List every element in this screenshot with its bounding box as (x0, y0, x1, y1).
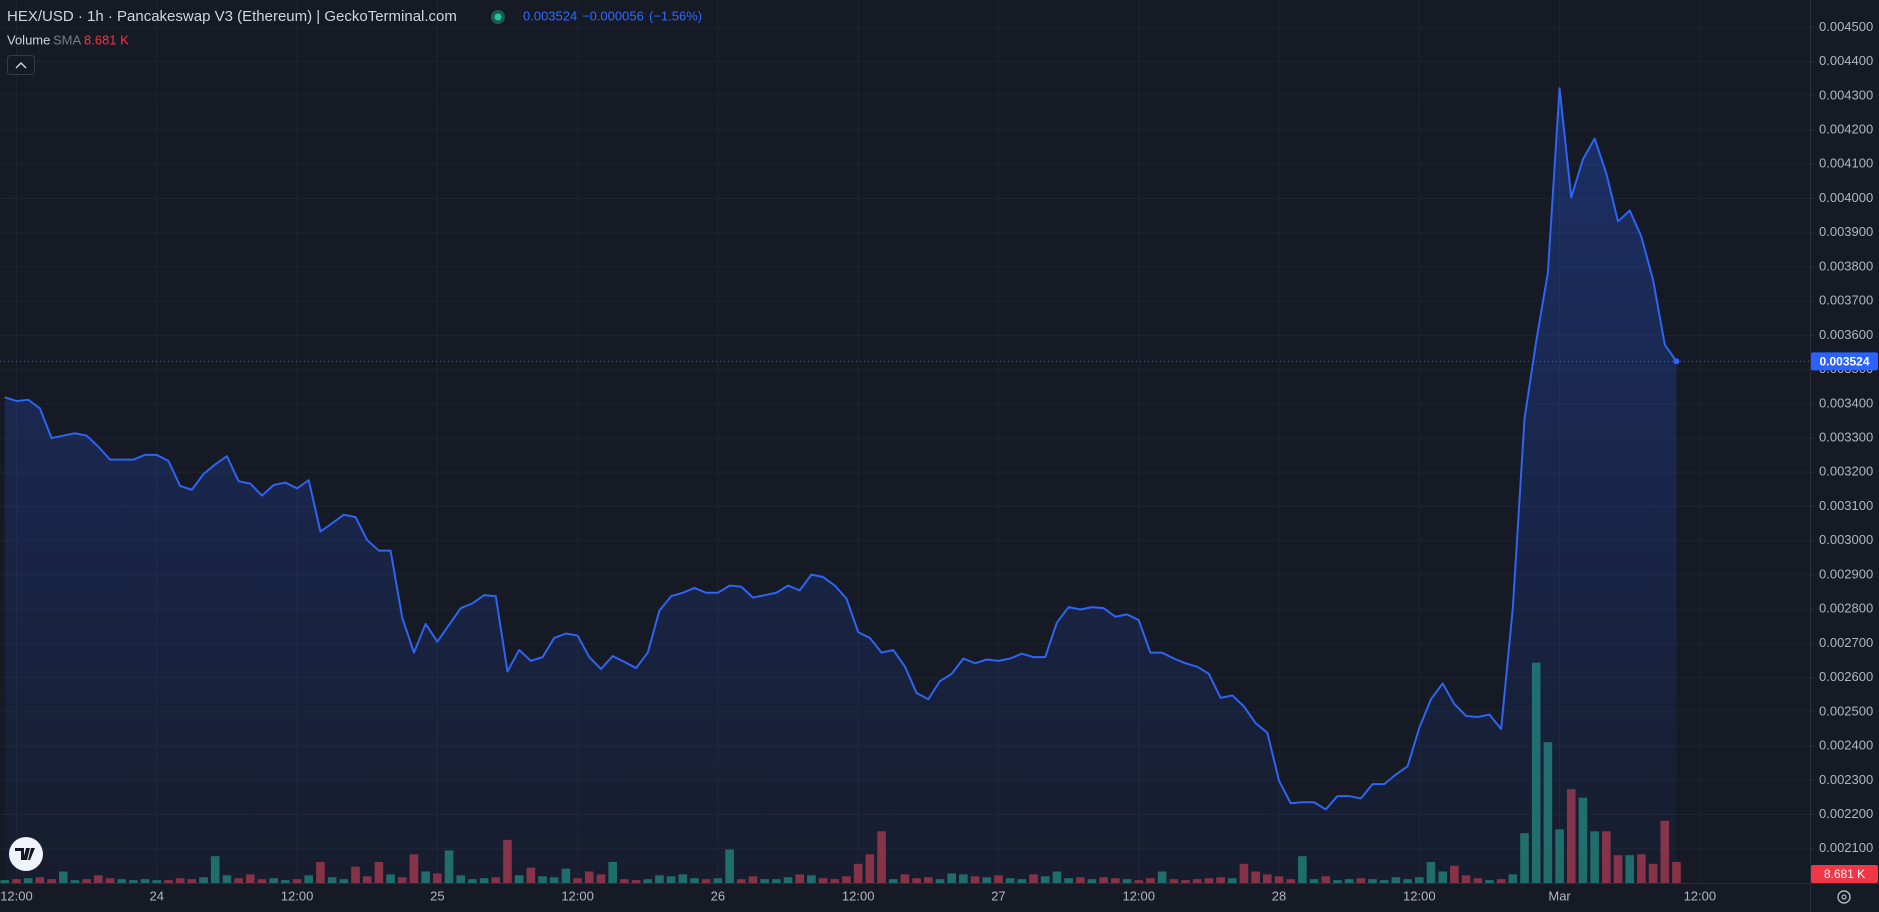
y-tick-label: 0.003900 (1819, 224, 1873, 239)
collapse-icon (15, 62, 27, 69)
y-tick-label: 0.003400 (1819, 395, 1873, 410)
x-tick-label: 12:00 (842, 888, 875, 903)
price-change: −0.000056 (582, 8, 644, 23)
x-tick-label: 25 (430, 888, 444, 903)
logo-mark (15, 848, 35, 860)
y-tick-label: 0.004400 (1819, 53, 1873, 68)
status-dot (494, 13, 502, 21)
y-tick-label: 0.003100 (1819, 498, 1873, 513)
x-tick-label: 12:00 (0, 888, 33, 903)
y-tick-label: 0.003200 (1819, 464, 1873, 479)
y-tick-label: 0.004500 (1819, 19, 1873, 34)
price-area (4, 88, 1677, 884)
x-tick-label: 28 (1272, 888, 1286, 903)
y-tick-label: 0.003300 (1819, 430, 1873, 445)
last-price: 0.003524 (523, 8, 577, 23)
header: HEX/USD · 1h · Pancakeswap V3 (Ethereum)… (7, 8, 702, 75)
x-tick-label: 12:00 (561, 888, 594, 903)
y-tick-label: 0.003700 (1819, 293, 1873, 308)
settings-gear[interactable] (1837, 890, 1851, 904)
y-tick-label: 0.004300 (1819, 87, 1873, 102)
x-tick-label: 12:00 (1684, 888, 1717, 903)
sma-badge-label: 8.681 K (1824, 867, 1865, 881)
axes: 0.002100 0.002200 0.002300 0.002400 0.002500… (0, 19, 1878, 903)
x-tick-label: Mar (1548, 888, 1571, 903)
y-tick-label: 0.003600 (1819, 327, 1873, 342)
chart-title: HEX/USD · 1h · Pancakeswap V3 (Ethereum)… (7, 8, 457, 25)
x-tick-label: 12:00 (1122, 888, 1155, 903)
logo (9, 837, 43, 871)
y-tick-label: 0.002700 (1819, 635, 1873, 650)
volume-title: Volume (7, 32, 50, 47)
y-tick-label: 0.002600 (1819, 669, 1873, 684)
y-tick-label: 0.004100 (1819, 156, 1873, 171)
price-line (4, 87, 1678, 811)
settings-gear-center (1841, 894, 1847, 900)
settings-icon (1837, 890, 1851, 904)
y-tick-label: 0.002800 (1819, 601, 1873, 616)
last-price-dot (1673, 358, 1680, 365)
y-tick-label: 0.003800 (1819, 258, 1873, 273)
price-change-percent: (−1.56%) (649, 8, 702, 23)
y-tick-label: 0.002200 (1819, 806, 1873, 821)
y-tick-label: 0.004000 (1819, 190, 1873, 205)
y-tick-label: 0.002300 (1819, 772, 1873, 787)
sma-badge (1811, 865, 1878, 883)
y-tick-label: 0.002100 (1819, 840, 1873, 855)
y-tick-label: 0.003000 (1819, 532, 1873, 547)
y-tick-label: 0.002400 (1819, 738, 1873, 753)
y-tick-label: 0.004200 (1819, 121, 1873, 136)
x-tick-label: 26 (711, 888, 725, 903)
plot (0, 87, 1810, 884)
y-tick-label: 0.002500 (1819, 703, 1873, 718)
y-tick-label: 0.002900 (1819, 566, 1873, 581)
x-tick-label: 27 (991, 888, 1005, 903)
x-tick-label: 12:00 (281, 888, 314, 903)
volume-sma-value: 8.681 K (84, 32, 129, 47)
volume-indicator: SMA (53, 32, 82, 47)
x-tick-label: 24 (150, 888, 164, 903)
x-tick-label: 12:00 (1403, 888, 1436, 903)
last-price-badge (1811, 352, 1878, 371)
last-price-label: 0.003524 (1819, 355, 1869, 369)
collapse-button[interactable] (7, 55, 35, 75)
